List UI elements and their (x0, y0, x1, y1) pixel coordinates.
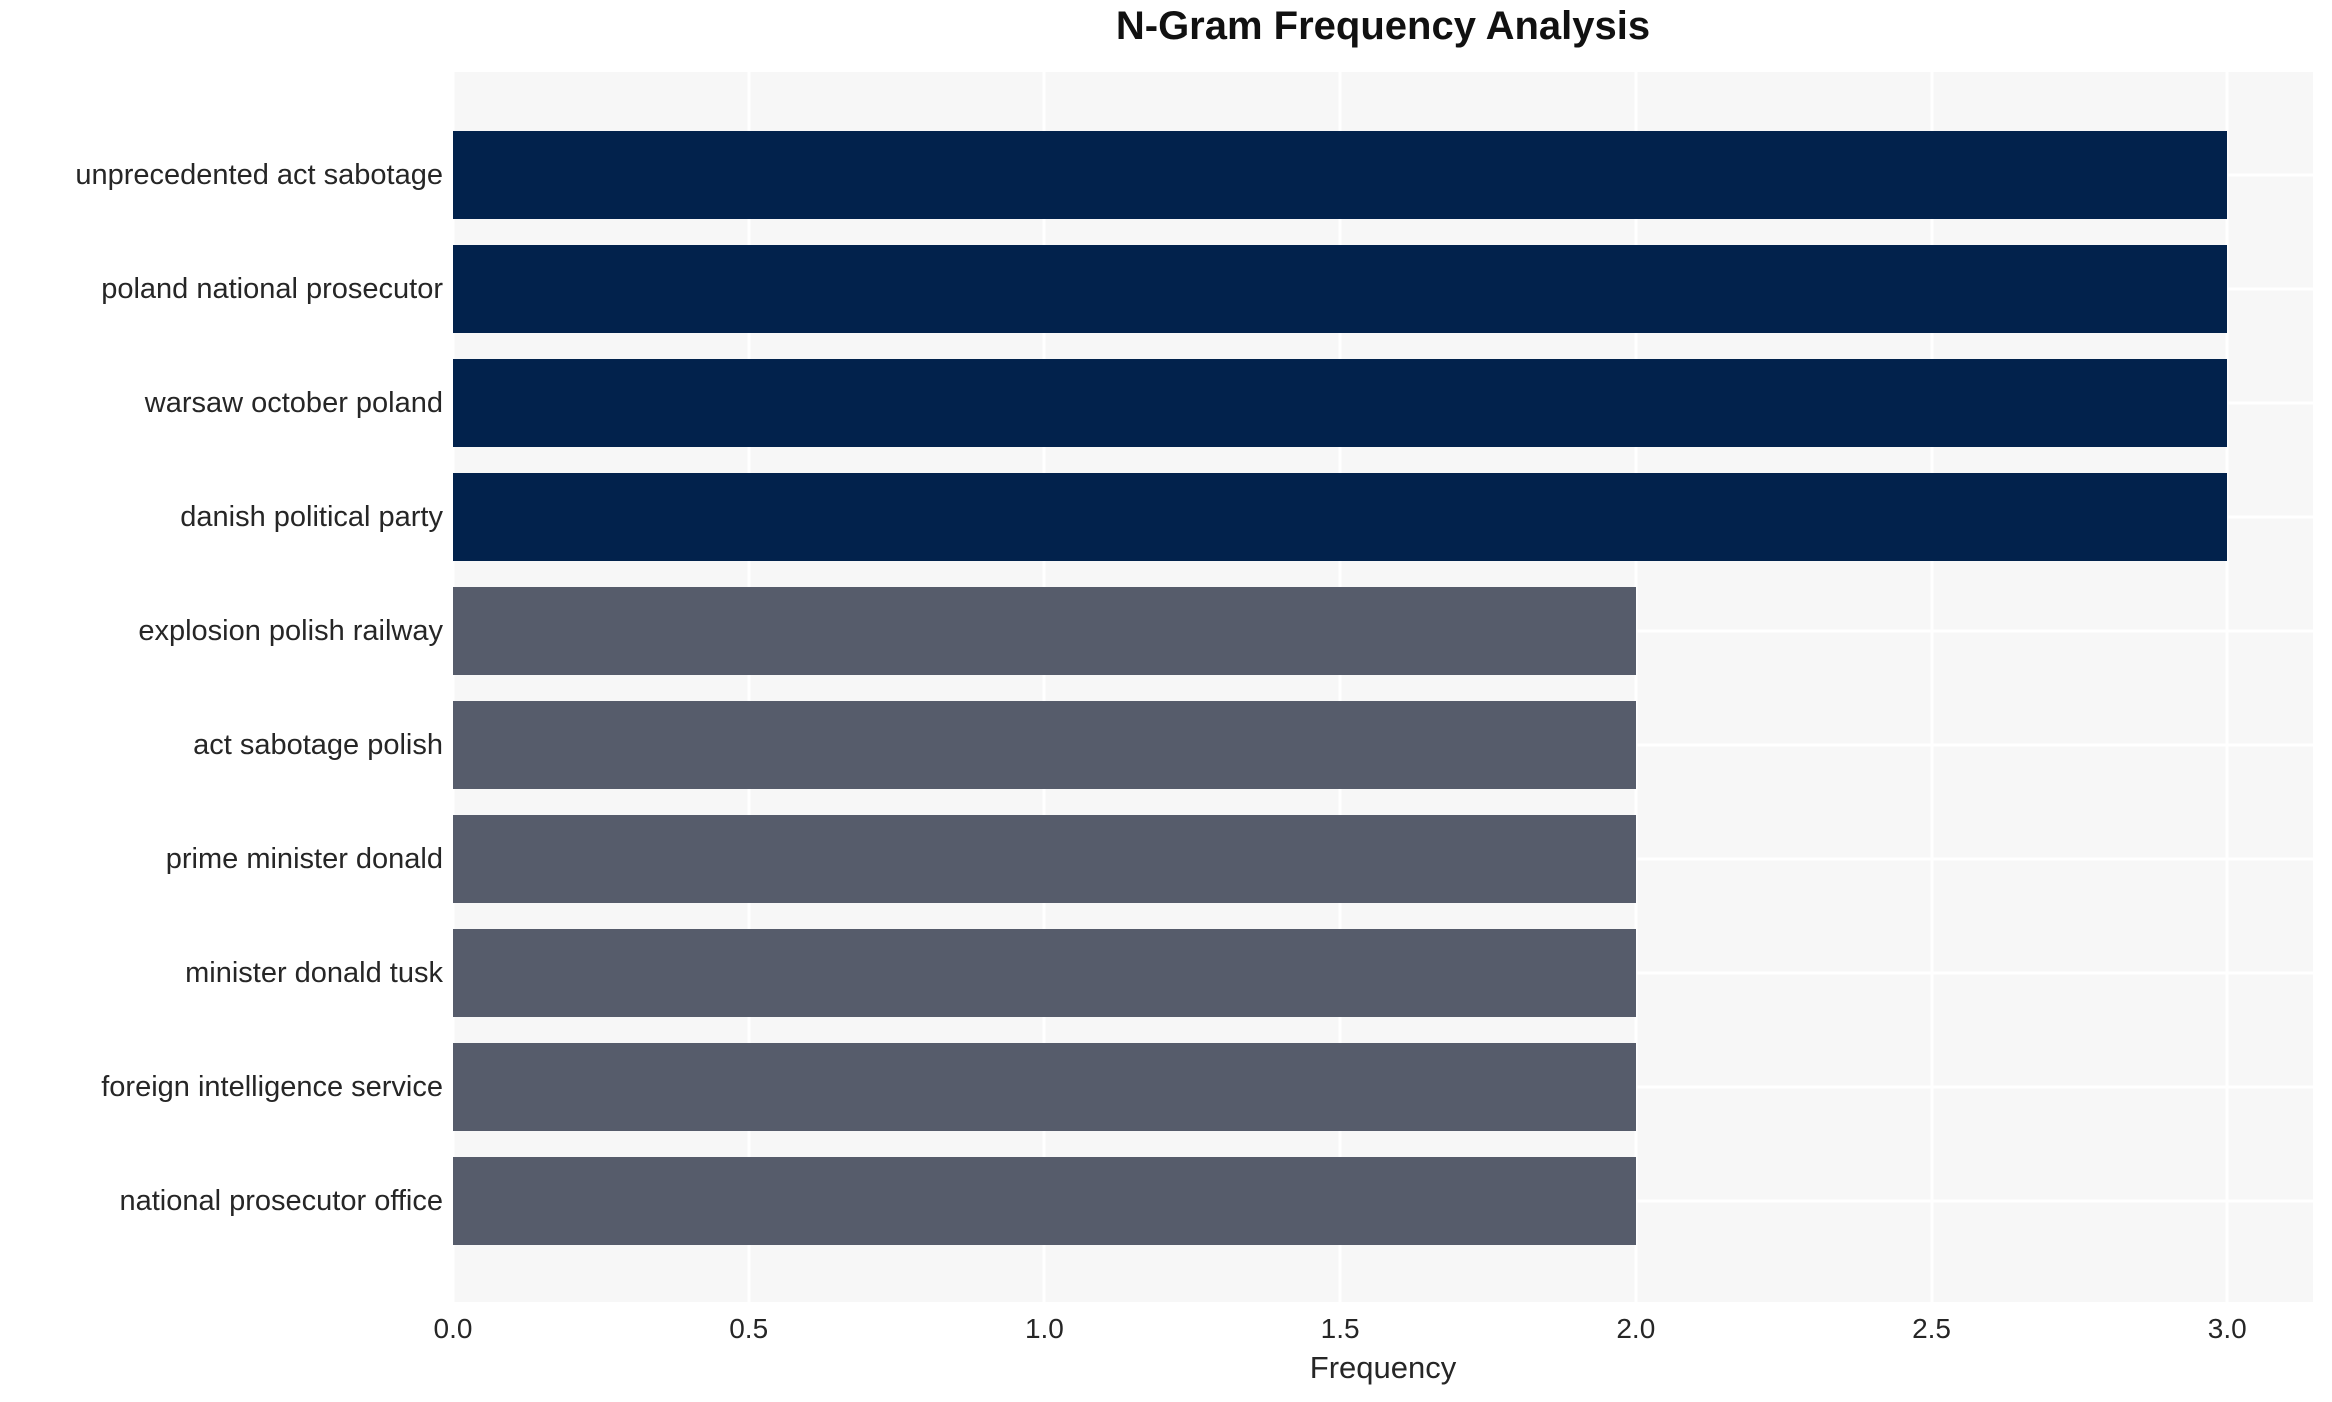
frequency-bar (453, 245, 2228, 333)
y-axis-label: danish political party (180, 500, 443, 533)
y-axis-label: act sabotage polish (193, 728, 443, 761)
y-axis-label: minister donald tusk (185, 956, 443, 989)
grid-line-vertical (2225, 72, 2229, 1302)
x-axis-tick: 2.0 (1616, 1313, 1656, 1344)
grid-line-vertical (1634, 72, 1638, 1302)
x-axis-tick: 1.5 (1320, 1313, 1360, 1344)
bar-row (453, 688, 2313, 802)
x-axis-tick: 0.0 (433, 1313, 473, 1344)
x-axis-tick: 0.5 (729, 1313, 769, 1344)
bar-row (453, 460, 2313, 574)
frequency-bar (453, 587, 1636, 675)
x-axis-tick: 3.0 (2207, 1313, 2247, 1344)
bar-row (453, 346, 2313, 460)
y-axis-label: explosion polish railway (138, 614, 443, 647)
y-axis-labels: unprecedented act sabotage poland nationa… (0, 118, 443, 1258)
y-axis-label: national prosecutor office (119, 1184, 443, 1217)
bar-row (453, 1144, 2313, 1258)
frequency-bar (453, 1043, 1636, 1131)
plot-area (453, 72, 2313, 1302)
frequency-bar (453, 359, 2228, 447)
grid-line-vertical (1338, 72, 1342, 1302)
frequency-bar (453, 815, 1636, 903)
y-axis-label: warsaw october poland (144, 386, 443, 419)
grid-line-vertical (453, 72, 455, 1302)
x-axis-tick: 1.0 (1024, 1313, 1064, 1344)
frequency-bar (453, 131, 2228, 219)
bar-row (453, 802, 2313, 916)
grid-line-vertical (1930, 72, 1934, 1302)
x-axis-ticks: 0.0 0.5 1.0 1.5 2.0 2.5 3.0 (434, 1313, 2313, 1347)
y-axis-label: unprecedented act sabotage (75, 158, 443, 191)
frequency-bar (453, 701, 1636, 789)
chart-title: N-Gram Frequency Analysis (1115, 4, 1651, 48)
bar-row (453, 232, 2313, 346)
bar-row (453, 1030, 2313, 1144)
bars-layer (453, 118, 2313, 1258)
frequency-bar (453, 1157, 1636, 1245)
bar-row (453, 118, 2313, 232)
bar-row (453, 574, 2313, 688)
frequency-bar (453, 473, 2228, 561)
y-axis-label: poland national prosecutor (101, 272, 443, 305)
bar-row (453, 916, 2313, 1030)
grid-line-vertical (1042, 72, 1046, 1302)
grid-line-vertical (747, 72, 751, 1302)
frequency-bar (453, 929, 1636, 1017)
y-axis-label: prime minister donald (165, 842, 443, 875)
y-axis-label: foreign intelligence service (101, 1070, 443, 1103)
x-axis-title: Frequency (1309, 1350, 1457, 1385)
x-axis-tick: 2.5 (1912, 1313, 1951, 1344)
